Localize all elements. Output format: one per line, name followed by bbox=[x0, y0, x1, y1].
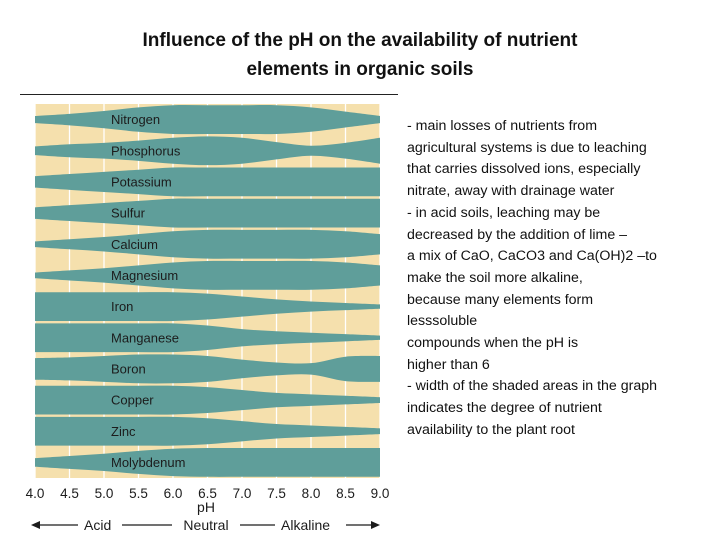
ph-tick-label: 4.5 bbox=[60, 486, 79, 501]
note-line: higher than 6 bbox=[407, 355, 707, 377]
note-line: lesssoluble bbox=[407, 311, 707, 333]
note-line: that carries dissolved ions, especially bbox=[407, 159, 707, 181]
nutrient-label-copper: Copper bbox=[111, 393, 154, 408]
nutrient-label-calcium: Calcium bbox=[111, 237, 158, 252]
notes-text: - main losses of nutrients from agricultu… bbox=[407, 116, 707, 442]
neutral-label: Neutral bbox=[183, 517, 228, 533]
nutrient-label-iron: Iron bbox=[111, 299, 133, 314]
ph-tick-label: 6.0 bbox=[164, 486, 183, 501]
alkaline-arrowhead bbox=[371, 521, 380, 529]
note-line: decreased by the addition of lime – bbox=[407, 225, 707, 247]
ph-tick-label: 7.0 bbox=[233, 486, 252, 501]
note-line: availability to the plant root bbox=[407, 420, 707, 442]
note-line: make the soil more alkaline, bbox=[407, 268, 707, 290]
note-line: - in acid soils, leaching may be bbox=[407, 203, 707, 225]
nutrient-label-sulfur: Sulfur bbox=[111, 206, 146, 221]
nutrient-label-zinc: Zinc bbox=[111, 424, 136, 439]
nutrient-label-manganese: Manganese bbox=[111, 330, 179, 345]
nutrient-label-molybdenum: Molybdenum bbox=[111, 455, 185, 470]
note-line: indicates the degree of nutrient bbox=[407, 398, 707, 420]
note-line: a mix of CaO, CaCO3 and Ca(OH)2 –to bbox=[407, 246, 707, 268]
nutrient-label-phosphorus: Phosphorus bbox=[111, 143, 181, 158]
acid-label: Acid bbox=[84, 517, 111, 533]
ph-tick-label: 8.5 bbox=[336, 486, 355, 501]
nutrient-label-boron: Boron bbox=[111, 361, 146, 376]
ph-tick-label: 5.5 bbox=[129, 486, 148, 501]
ph-tick-label: 4.0 bbox=[26, 486, 45, 501]
nutrient-label-potassium: Potassium bbox=[111, 174, 172, 189]
note-line: nitrate, away with drainage water bbox=[407, 181, 707, 203]
ph-tick-label: 9.0 bbox=[371, 486, 390, 501]
acid-arrowhead bbox=[31, 521, 40, 529]
acid-alkaline-scale: Acid Neutral Alkaline bbox=[31, 517, 380, 533]
ph-tick-label: 7.5 bbox=[267, 486, 286, 501]
note-line: - main losses of nutrients from bbox=[407, 116, 707, 138]
note-line: agricultural systems is due to leaching bbox=[407, 138, 707, 160]
note-line: because many elements form bbox=[407, 290, 707, 312]
ph-tick-label: 8.0 bbox=[302, 486, 321, 501]
note-line: - width of the shaded areas in the graph bbox=[407, 376, 707, 398]
note-line: compounds when the pH is bbox=[407, 333, 707, 355]
nutrient-label-magnesium: Magnesium bbox=[111, 268, 178, 283]
nutrient-label-nitrogen: Nitrogen bbox=[111, 112, 160, 127]
ph-tick-label: 5.0 bbox=[95, 486, 114, 501]
x-axis-label: pH bbox=[197, 499, 215, 515]
alkaline-label: Alkaline bbox=[281, 517, 330, 533]
